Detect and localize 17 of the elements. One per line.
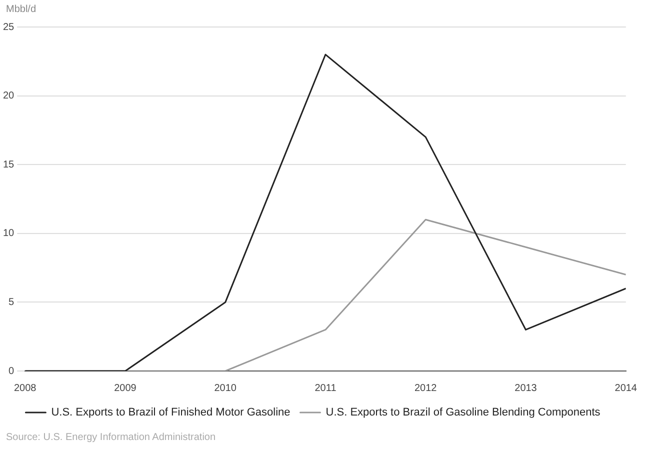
y-tick-label: 20 — [3, 90, 15, 102]
y-axis-title: Mbbl/d — [6, 4, 36, 15]
x-tick-label: 2009 — [114, 382, 137, 394]
y-tick-label: 0 — [8, 366, 15, 377]
x-tick-label: 2010 — [214, 382, 237, 394]
x-tick-label: 2011 — [314, 382, 337, 394]
y-tick-label: 10 — [3, 228, 15, 240]
y-tick-label: 15 — [3, 159, 15, 170]
x-tick-label: 2012 — [414, 382, 438, 394]
x-tick-label: 2008 — [14, 382, 37, 394]
x-tick-label: 2014 — [614, 382, 638, 394]
legend-label: U.S. Exports to Brazil of Gasoline Blending Components — [326, 406, 601, 419]
y-tick-label: 25 — [3, 22, 15, 33]
source-note: Source: U.S. Energy Information Administration — [6, 432, 216, 443]
y-tick-label: 5 — [8, 296, 15, 308]
x-tick-label: 2013 — [514, 382, 538, 394]
legend-label: U.S. Exports to Brazil of Finished Motor Gasoline — [51, 406, 290, 419]
